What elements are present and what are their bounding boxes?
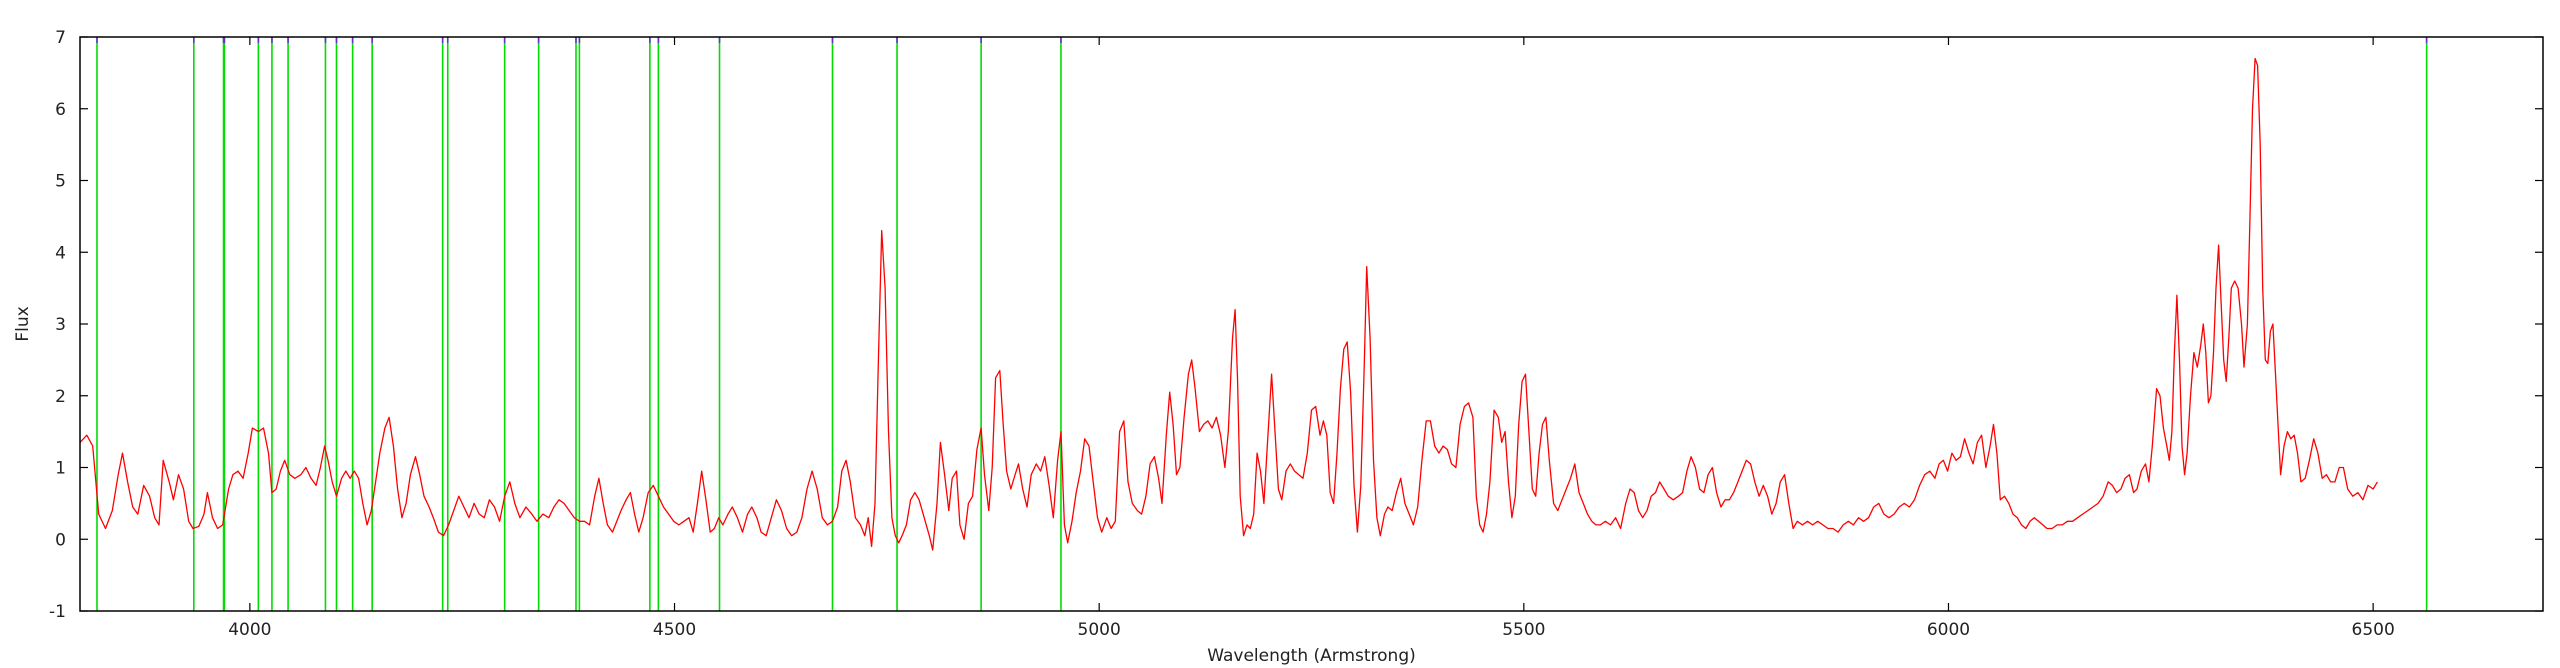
x-tick-label-5: 6500 [2352, 620, 2395, 640]
spectral-line-markers [96, 37, 2428, 611]
y-tick-label-5: 4 [55, 243, 66, 263]
spectrum-line-0 [79, 57, 2378, 551]
y-tick-label-8: 7 [55, 28, 66, 48]
x-tick-label-1: 4500 [653, 620, 696, 640]
plot-frame [79, 36, 2544, 612]
x-axis-title: Wavelength (Armstrong) [1207, 646, 1416, 666]
y-tick-label-4: 3 [55, 315, 66, 335]
axis-ticks: 4000 4500 5000 5500 6000 6500 -1 0 1 2 3 4 5 6 7 [49, 28, 2543, 640]
y-tick-label-6: 5 [55, 172, 66, 192]
spectrum-series-layer [79, 57, 2378, 551]
y-tick-label-2: 1 [55, 459, 66, 479]
y-tick-label-3: 2 [55, 387, 66, 407]
y-tick-label-7: 6 [55, 100, 66, 120]
y-tick-label-0: -1 [49, 602, 66, 622]
x-tick-label-4: 6000 [1927, 620, 1970, 640]
x-tick-label-2: 5000 [1078, 620, 1121, 640]
x-tick-label-0: 4000 [228, 620, 271, 640]
x-tick-label-3: 5500 [1502, 620, 1545, 640]
y-axis-title: Flux [13, 306, 33, 341]
y-tick-label-1: 0 [55, 530, 66, 550]
